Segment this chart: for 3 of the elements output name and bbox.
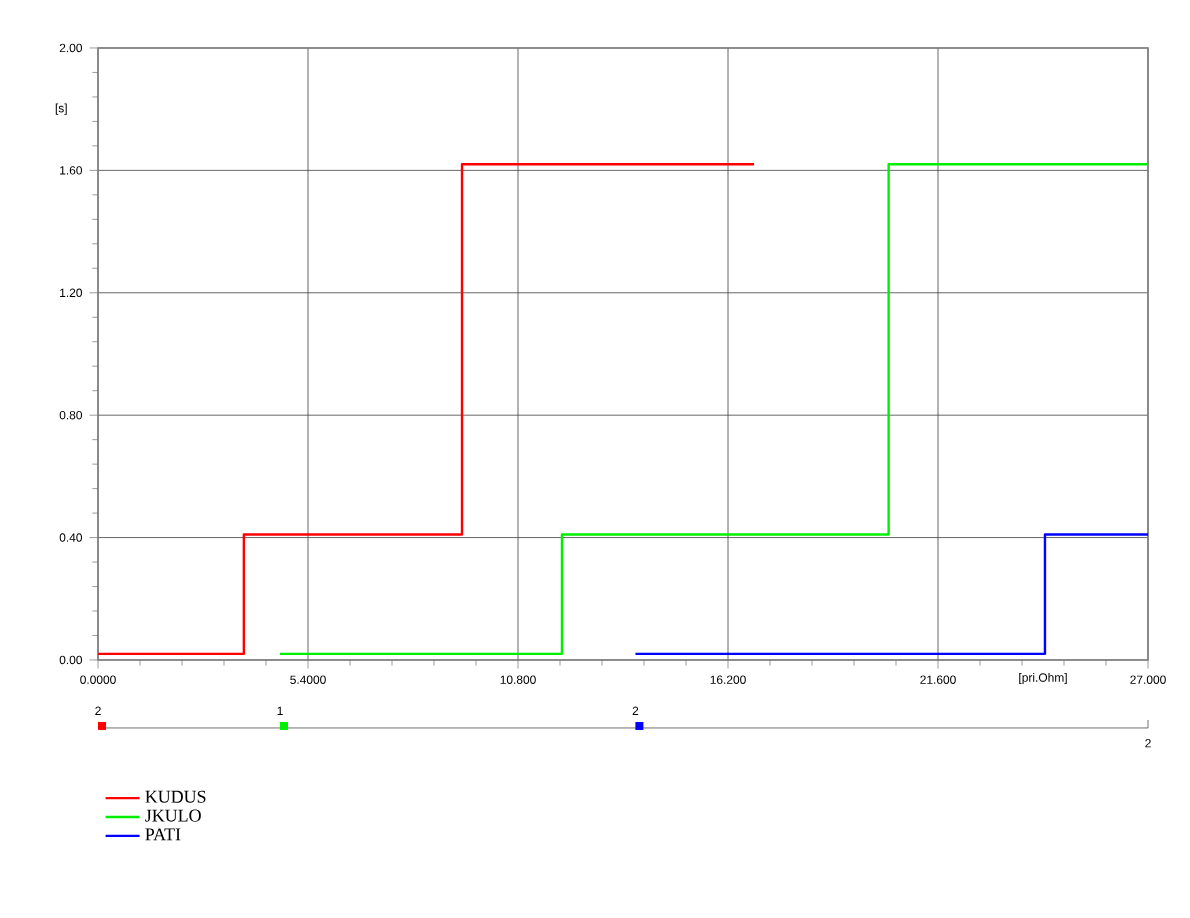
- legend-label: PATI: [145, 828, 181, 841]
- legend-label: JKULO: [145, 809, 201, 822]
- legend-label: KUDUS: [145, 790, 206, 803]
